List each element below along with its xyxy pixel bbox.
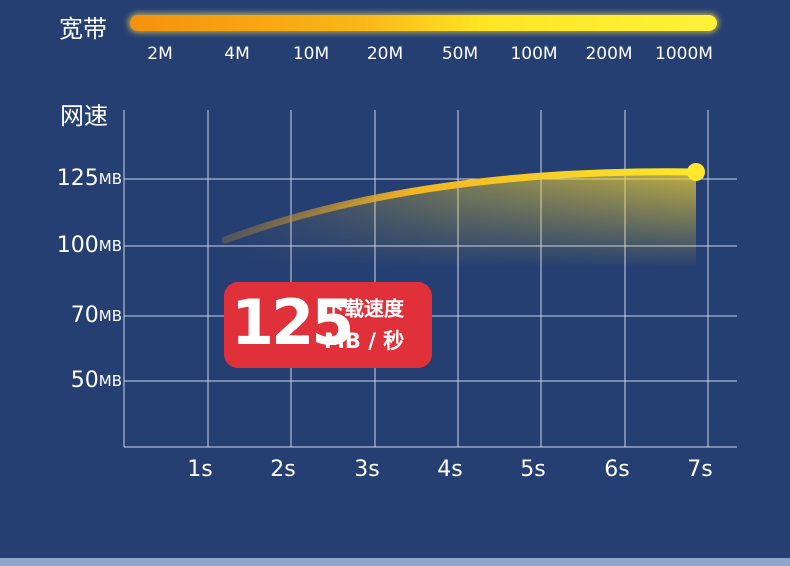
bandwidth-tick: 20M [367,44,403,64]
y-tick-number: 70 [71,303,99,328]
bandwidth-bar [130,15,717,31]
bandwidth-tick: 50M [442,44,478,64]
y-tick-label: 125MB [57,166,122,191]
bandwidth-tick: 200M [585,44,632,64]
y-tick-label: 100MB [57,233,122,258]
y-tick-number: 100 [57,233,99,258]
y-tick-unit: MB [99,372,122,390]
bandwidth-tick: 1000M [655,44,713,64]
bandwidth-tick: 4M [224,44,249,64]
bandwidth-label: 宽带 [59,15,107,43]
speed-curve [221,168,700,244]
y-axis-title: 网速 [60,102,108,130]
badge-value: 125 [231,286,351,359]
badge [224,282,432,368]
badge-title: 下载速度 [324,297,405,321]
y-tick-label: 50MB [71,368,122,393]
curve-end [687,163,705,181]
y-tick-unit: MB [99,170,122,188]
y-tick-label: 70MB [71,303,122,328]
y-tick-number: 50 [71,368,99,393]
badge-unit: MB / 秒 [324,329,404,353]
bottom-strip [0,558,790,566]
x-tick-label: 1s [187,457,212,482]
y-tick-unit: MB [99,237,122,255]
y-tick-unit: MB [99,307,122,325]
x-tick-label: 6s [604,457,629,482]
bandwidth-tick: 10M [293,44,329,64]
x-tick-label: 4s [437,457,462,482]
x-tick-label: 7s [687,457,712,482]
bandwidth-tick: 2M [147,44,172,64]
bandwidth-tick: 100M [510,44,557,64]
x-tick-label: 5s [520,457,545,482]
x-tick-label: 2s [270,457,295,482]
y-tick-number: 125 [57,166,99,191]
x-tick-label: 3s [354,457,379,482]
curve-area [225,171,696,268]
